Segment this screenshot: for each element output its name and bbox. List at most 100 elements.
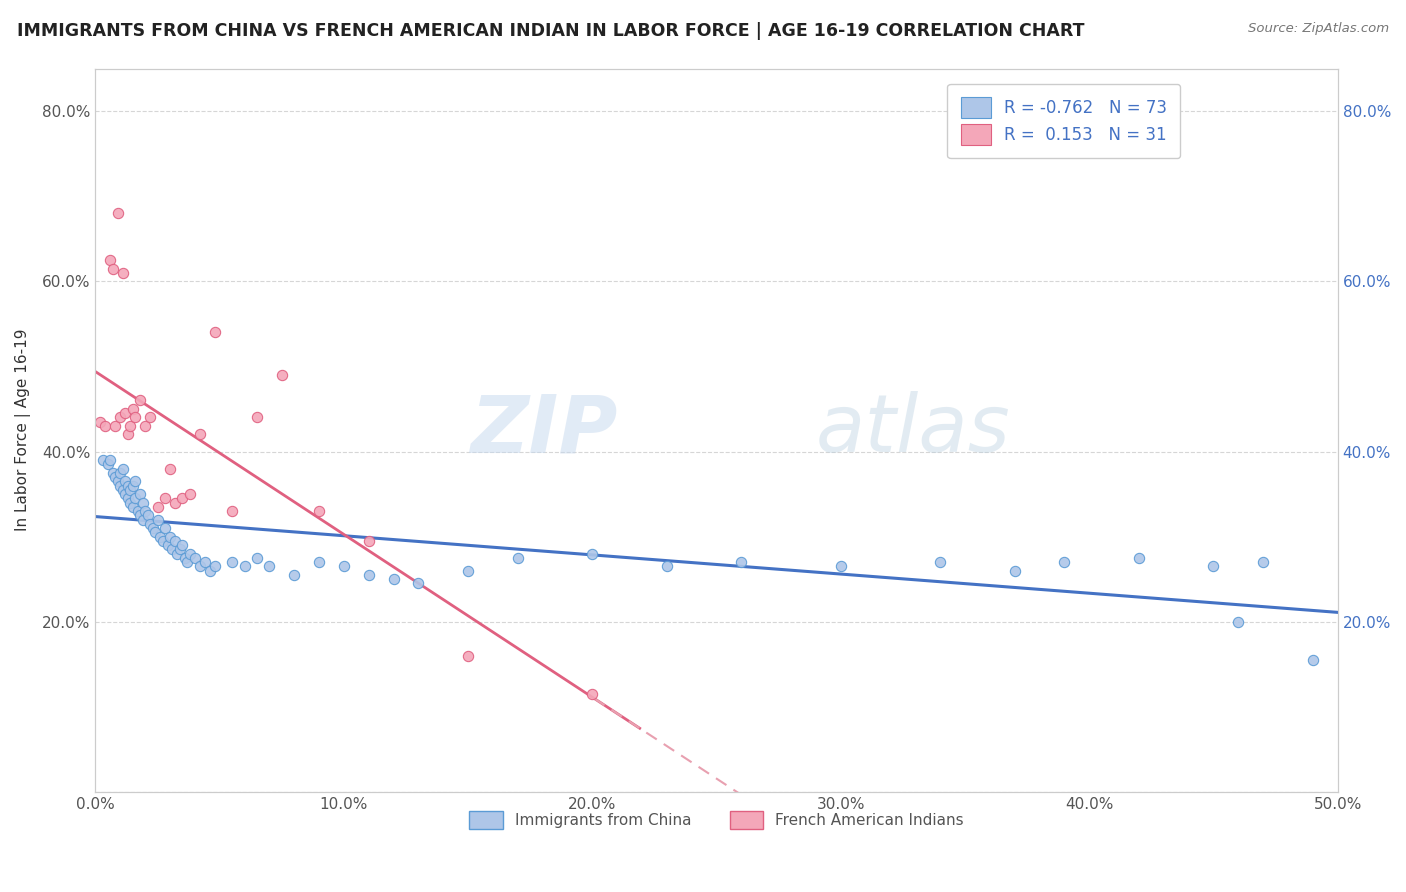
Point [143, 525, 166, 540]
Point [408, 576, 430, 591]
Point [221, 555, 243, 569]
Point [153, 491, 176, 506]
Point [204, 559, 226, 574]
Point [124, 491, 146, 506]
Point [110, 466, 132, 480]
Point [357, 533, 380, 548]
Point [91, 453, 114, 467]
Point [129, 393, 152, 408]
Point [121, 401, 143, 416]
Point [111, 266, 134, 280]
Point [283, 568, 305, 582]
Point [124, 410, 146, 425]
Point [117, 491, 139, 506]
Point [159, 530, 181, 544]
Point [176, 555, 198, 569]
Point [100, 453, 122, 467]
Point [506, 550, 529, 565]
Point [163, 533, 186, 548]
Point [149, 530, 172, 544]
Point [121, 500, 143, 514]
Point [111, 483, 134, 497]
Point [655, 559, 678, 574]
Point [581, 547, 603, 561]
Point [172, 491, 194, 506]
Point [134, 419, 156, 434]
Text: atlas: atlas [815, 392, 1011, 469]
Point [184, 550, 207, 565]
Point [120, 495, 142, 509]
Point [166, 547, 188, 561]
Point [308, 504, 330, 518]
Point [134, 504, 156, 518]
Point [194, 555, 217, 569]
Point [107, 475, 129, 489]
Point [89, 415, 111, 429]
Point [153, 521, 176, 535]
Point [101, 261, 124, 276]
Point [929, 555, 952, 569]
Point [94, 419, 117, 434]
Point [179, 487, 201, 501]
Point [107, 206, 129, 220]
Point [159, 461, 181, 475]
Point [188, 427, 211, 442]
Point [131, 495, 153, 509]
Point [117, 478, 139, 492]
Point [172, 538, 194, 552]
Point [174, 550, 197, 565]
Point [131, 513, 153, 527]
Point [120, 483, 142, 497]
Point [270, 368, 292, 382]
Point [129, 487, 152, 501]
Point [188, 559, 211, 574]
Point [146, 500, 169, 514]
Point [117, 427, 139, 442]
Point [830, 559, 852, 574]
Point [198, 564, 221, 578]
Point [162, 542, 184, 557]
Point [204, 326, 226, 340]
Point [100, 253, 122, 268]
Point [129, 508, 152, 523]
Point [333, 559, 356, 574]
Point [308, 555, 330, 569]
Point [142, 521, 165, 535]
Text: IMMIGRANTS FROM CHINA VS FRENCH AMERICAN INDIAN IN LABOR FORCE | AGE 16-19 CORRE: IMMIGRANTS FROM CHINA VS FRENCH AMERICAN… [17, 22, 1084, 40]
Point [163, 495, 186, 509]
Point [1227, 615, 1250, 629]
Point [581, 687, 603, 701]
Point [382, 572, 405, 586]
Point [136, 508, 159, 523]
Point [121, 478, 143, 492]
Point [110, 410, 132, 425]
Point [114, 475, 136, 489]
Point [1302, 653, 1324, 667]
Legend: Immigrants from China, French American Indians: Immigrants from China, French American I… [463, 805, 970, 835]
Point [97, 457, 120, 471]
Point [146, 513, 169, 527]
Point [233, 559, 256, 574]
Point [111, 461, 134, 475]
Point [120, 419, 142, 434]
Point [730, 555, 752, 569]
Point [127, 504, 149, 518]
Point [124, 475, 146, 489]
Point [246, 410, 269, 425]
Point [1004, 564, 1026, 578]
Text: ZIP: ZIP [470, 392, 617, 469]
Point [156, 538, 179, 552]
Point [1053, 555, 1076, 569]
Point [457, 564, 479, 578]
Point [104, 470, 127, 484]
Point [1251, 555, 1274, 569]
Point [221, 504, 243, 518]
Point [114, 406, 136, 420]
Point [1128, 550, 1150, 565]
Point [169, 542, 191, 557]
Point [179, 547, 201, 561]
Point [110, 478, 132, 492]
Point [104, 419, 127, 434]
Point [1202, 559, 1225, 574]
Point [101, 466, 124, 480]
